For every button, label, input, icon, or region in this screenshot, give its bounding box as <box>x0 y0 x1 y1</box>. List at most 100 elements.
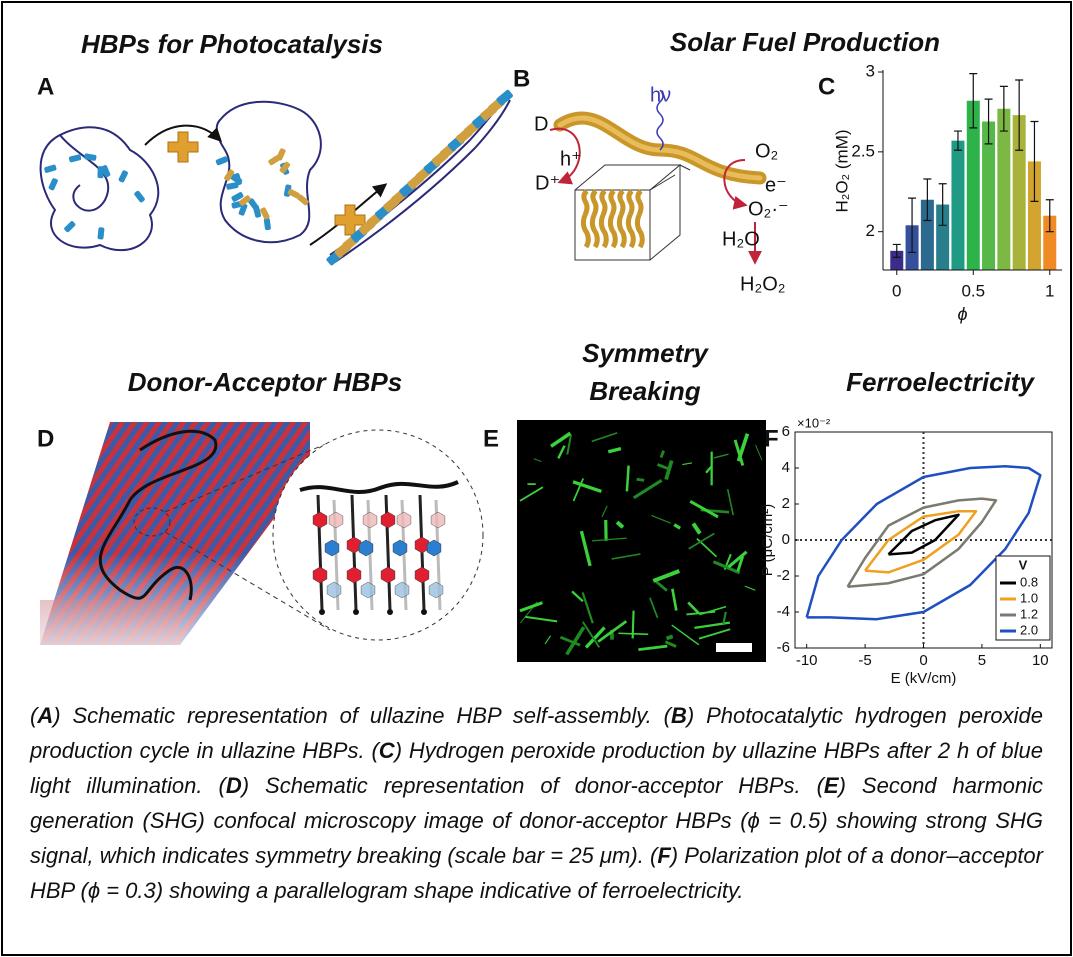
label: O₂·⁻ <box>748 198 789 220</box>
y-tick-label: -4 <box>777 603 790 620</box>
y-tick-label: 3 <box>866 61 875 80</box>
x-tick-label: 5 <box>978 652 986 669</box>
caption-label: E <box>824 773 839 798</box>
schematic-a <box>41 89 514 266</box>
stack <box>628 191 633 247</box>
label: e⁻ <box>765 174 787 196</box>
x-tick-label: -5 <box>858 652 871 669</box>
panel-label: F <box>764 425 779 452</box>
heading: Donor-Acceptor HBPs <box>128 367 402 397</box>
molecule <box>118 170 129 183</box>
end-group <box>319 609 325 615</box>
schematic-b: hν D h⁺ D⁺ O₂ e⁻ O₂·⁻ H₂O H₂O₂ <box>534 84 789 295</box>
schematic-d <box>40 422 483 660</box>
cross-linker <box>168 132 198 162</box>
caption-text: ) Schematic representation of ullazine H… <box>53 703 671 728</box>
zoom-circle <box>273 430 483 640</box>
label: D⁺ <box>535 172 560 194</box>
fiber <box>637 479 645 480</box>
fiber <box>666 636 672 638</box>
caption-label: C <box>379 738 395 763</box>
end-group <box>421 609 427 615</box>
x-tick-label: 0.5 <box>961 281 985 300</box>
molecule <box>48 177 58 190</box>
y-tick-label: 0 <box>782 531 790 548</box>
heading: Solar Fuel Production <box>670 27 940 57</box>
stack <box>610 191 615 247</box>
y-tick-label: 2.5 <box>851 141 875 160</box>
bar <box>997 109 1010 270</box>
chart-f: -6 -4 -2 0 2 4 6 -10 -5 0 5 10 ×10⁻² E (kV/cm) P (μC/c… <box>759 415 1052 687</box>
label: h⁺ <box>560 148 582 170</box>
y-tick-label: -2 <box>777 567 790 584</box>
label: O₂ <box>755 140 778 162</box>
caption: (A) Schematic representation of ullazine… <box>30 698 1043 908</box>
y-tick-label: 6 <box>782 423 790 440</box>
x-tick-label: 0 <box>919 652 927 669</box>
multiplier: ×10⁻² <box>797 415 831 430</box>
y-tick-label: -6 <box>777 639 790 656</box>
label: H₂O₂ <box>740 273 786 295</box>
stacks <box>583 191 642 247</box>
microscopy-image <box>517 420 766 662</box>
bar <box>951 141 964 270</box>
molecule <box>133 190 145 203</box>
label: D <box>534 113 548 135</box>
y-tick-label: 2 <box>782 495 790 512</box>
legend-title: V <box>1019 557 1028 572</box>
heading: HBPs for Photocatalysis <box>81 29 383 59</box>
panel-label: E <box>483 425 499 452</box>
scale-bar <box>716 643 752 652</box>
image-background <box>517 420 766 662</box>
x-tick-label: -10 <box>796 652 818 669</box>
panel-label: A <box>37 73 54 100</box>
molecule <box>44 164 57 173</box>
molecule <box>84 153 97 161</box>
end-group <box>353 609 359 615</box>
chart-c: 2 2.5 3 0 0.5 1 ϕ H₂O₂ (mM) <box>832 61 1062 323</box>
stack <box>637 191 642 247</box>
caption-label: D <box>226 773 242 798</box>
molecule <box>69 154 82 163</box>
x-axis-label: ϕ <box>957 304 967 324</box>
page: HBPs for Photocatalysis Solar Fuel Produ… <box>0 0 1073 957</box>
caption-label: A <box>37 703 53 728</box>
stack <box>619 191 624 247</box>
fiber <box>627 466 629 492</box>
fade <box>40 422 310 660</box>
y-tick-label: 4 <box>782 459 790 476</box>
label: H₂O <box>722 228 760 250</box>
caption-label: F <box>657 843 670 868</box>
x-tick-label: 1 <box>1045 281 1054 300</box>
x-tick-label: 10 <box>1032 652 1049 669</box>
label: hν <box>650 84 671 106</box>
molecule <box>63 220 76 233</box>
heading: Ferroelectricity <box>846 367 1035 397</box>
molecule <box>253 205 262 218</box>
heading: Breaking <box>589 376 700 406</box>
x-axis-label: E (kV/cm) <box>891 670 957 687</box>
legend-label: 1.0 <box>1020 590 1038 605</box>
legend-label: 2.0 <box>1020 622 1038 637</box>
stack <box>601 191 606 247</box>
panel-label: B <box>513 65 530 92</box>
x-tick-label: 0 <box>892 281 901 300</box>
end-group <box>387 609 393 615</box>
y-axis-label: P (μC/cm²) <box>759 504 776 577</box>
stack <box>583 191 588 247</box>
legend-label: 0.8 <box>1020 574 1038 589</box>
caption-text: ) Schematic representation of donor-acce… <box>242 773 824 798</box>
molecule <box>259 207 270 220</box>
y-axis-label: H₂O₂ (mM) <box>832 129 851 212</box>
heading: Symmetry <box>582 338 709 368</box>
panel-label: C <box>818 73 835 100</box>
molecule <box>215 156 228 166</box>
molecule <box>97 227 104 240</box>
molecule <box>264 218 272 231</box>
molecule <box>97 166 103 178</box>
y-tick-label: 2 <box>866 221 875 240</box>
stack <box>592 191 597 247</box>
legend-label: 1.2 <box>1020 606 1038 621</box>
caption-label: B <box>671 703 687 728</box>
fiber <box>618 633 648 634</box>
